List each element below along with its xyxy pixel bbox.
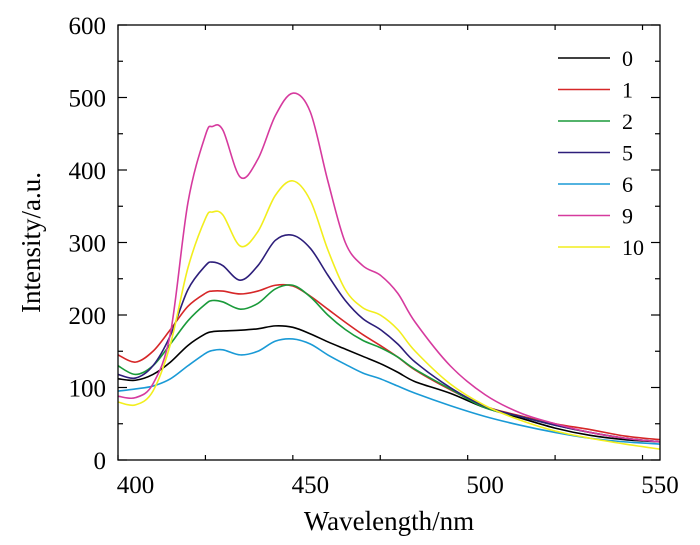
series-line-2	[117, 284, 661, 443]
y-tick-label: 300	[69, 231, 107, 258]
y-tick-label: 200	[69, 303, 107, 330]
legend-label-5: 5	[622, 141, 633, 166]
legend-label-9: 9	[622, 204, 633, 229]
legend: 0 1 2 5 6 9 10	[558, 46, 644, 260]
legend-label-10: 10	[622, 235, 644, 260]
y-tick-label: 400	[69, 158, 107, 185]
y-tick-label: 0	[94, 448, 107, 475]
y-tick-label: 600	[69, 13, 107, 40]
series-line-10	[117, 180, 661, 450]
x-axis-label: Wavelength/nm	[304, 506, 474, 536]
series-line-1	[117, 283, 661, 441]
y-tick-label: 100	[69, 376, 107, 403]
y-tick-label: 500	[69, 86, 107, 113]
series-line-6	[117, 337, 661, 445]
series-line-9	[117, 92, 661, 443]
x-tick-label: 450	[292, 472, 330, 499]
y-axis-label: Intensity/a.u.	[16, 172, 46, 313]
legend-label-6: 6	[622, 172, 633, 197]
series-line-0	[117, 325, 661, 443]
x-tick-label: 500	[466, 472, 504, 499]
axis-ticks	[117, 24, 660, 461]
legend-label-2: 2	[622, 109, 633, 134]
legend-label-1: 1	[622, 78, 633, 103]
x-tick-label: 550	[641, 472, 679, 499]
x-tick-label: 400	[117, 472, 155, 499]
series-line-5	[117, 233, 661, 443]
plot-lines	[117, 92, 661, 450]
legend-label-0: 0	[622, 46, 633, 71]
